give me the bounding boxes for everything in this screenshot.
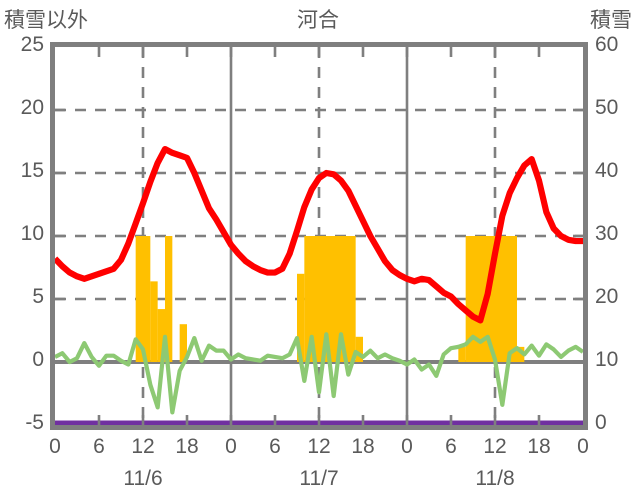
x-axis-tick-label: 12: [131, 435, 155, 458]
chart-canvas: [55, 47, 583, 425]
x-axis-tick-label: 0: [401, 435, 413, 458]
y-axis-left-tick-label: 20: [20, 96, 44, 119]
x-axis-tick-label: 12: [307, 435, 331, 458]
y-axis-left-tick-label: 25: [20, 33, 44, 56]
x-axis-tick-label: 6: [269, 435, 281, 458]
y-axis-right-tick-label: 50: [595, 96, 619, 119]
left-axis-title: 積雪以外: [4, 9, 88, 32]
x-axis-tick-label: 6: [93, 435, 105, 458]
y-axis-left-tick-label: 15: [20, 159, 44, 182]
x-axis-tick-label: 0: [225, 435, 237, 458]
y-axis-left-tick-label: 0: [32, 348, 44, 371]
x-axis-tick-label: 18: [527, 435, 551, 458]
x-axis-tick-label: 12: [483, 435, 507, 458]
y-axis-right-tick-label: 60: [595, 33, 619, 56]
plot-area: [50, 42, 588, 430]
x-axis-tick-label: 18: [351, 435, 375, 458]
plot-inner: [55, 47, 583, 425]
right-axis-title: 積雪: [590, 9, 632, 32]
x-axis-tick-label: 0: [49, 435, 61, 458]
x-axis-day-label: 11/6: [123, 467, 163, 490]
y-axis-right-tick-label: 40: [595, 159, 619, 182]
x-axis-tick-label: 0: [577, 435, 589, 458]
x-axis-day-label: 11/8: [475, 467, 515, 490]
y-axis-left-tick-label: -5: [25, 411, 44, 434]
y-axis-right-tick-label: 30: [595, 222, 619, 245]
x-axis-tick-label: 18: [175, 435, 199, 458]
y-axis-right-tick-label: 20: [595, 285, 619, 308]
chart-title: 河合: [297, 9, 339, 32]
x-axis-tick-label: 6: [445, 435, 457, 458]
y-axis-left-tick-label: 5: [32, 285, 44, 308]
y-axis-left-tick-label: 10: [20, 222, 44, 245]
y-axis-right-tick-label: 10: [595, 348, 619, 371]
x-axis-day-label: 11/7: [299, 467, 339, 490]
y-axis-right-tick-label: 0: [595, 411, 607, 434]
